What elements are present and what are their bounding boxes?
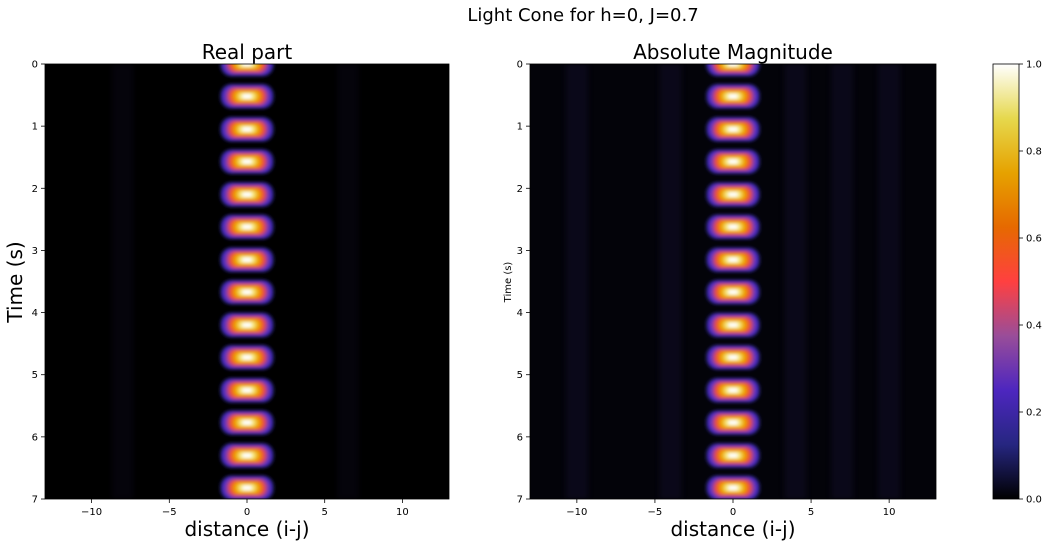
y-tick-label: 4 [517, 308, 523, 319]
light-cone-blob [705, 181, 761, 208]
y-tick-label: 1 [517, 122, 523, 133]
light-cone-blob [705, 475, 761, 499]
light-cone-blob [219, 148, 275, 175]
light-cone-blob [705, 214, 761, 240]
y-tick-label: 6 [517, 432, 523, 443]
light-cone-blob [219, 312, 275, 338]
y-tick-label: 5 [32, 370, 38, 381]
colorbar: 0.0 0.2 0.4 0.6 0.8 1.0 [992, 60, 1042, 506]
light-cone-blob [705, 442, 761, 469]
faint-stripe [565, 64, 588, 499]
x-axis-label-real: distance (i-j) [184, 517, 309, 541]
colorbar-tick-label: 0.6 [1026, 234, 1042, 245]
colorbar-tick-label: 1.0 [1026, 60, 1042, 71]
heatmap-panel-magnitude: Absolute Magnitude −10 −5 0 5 10 0 1 2 3 4 5 6 7 dis… [503, 40, 937, 541]
panel-title-magnitude: Absolute Magnitude [633, 40, 833, 64]
light-cone-blob [705, 83, 761, 110]
x-tick-label: −10 [81, 507, 102, 518]
x-tick-label: 0 [730, 507, 736, 518]
faint-stripes-real [111, 64, 359, 499]
light-cone-blob [705, 247, 761, 273]
colorbar-tick-label: 0.2 [1026, 408, 1042, 419]
x-tick-label: −5 [648, 507, 663, 518]
x-tick-label: 5 [808, 507, 814, 518]
light-cone-blob [219, 409, 275, 436]
colorbar-ticks: 0.0 0.2 0.4 0.6 0.8 1.0 [1019, 60, 1042, 506]
x-tick-label: 5 [322, 507, 328, 518]
axes-magnitude: −10 −5 0 5 10 0 1 2 3 4 5 6 7 [517, 60, 937, 518]
light-cone-blob [705, 148, 761, 175]
light-cone-blob [219, 377, 275, 403]
y-tick-label: 0 [32, 60, 38, 71]
light-cone-blob [219, 344, 275, 371]
y-tick-label: 3 [517, 246, 523, 257]
light-cone-blob [705, 344, 761, 371]
light-cone-blob [705, 377, 761, 403]
light-cone-blob [219, 442, 275, 469]
x-tick-label: 10 [396, 507, 409, 518]
y-tick-label: 4 [32, 308, 38, 319]
x-tick-label: −5 [162, 507, 177, 518]
panel-title-real: Real part [202, 40, 293, 64]
light-cone-blob [705, 279, 761, 305]
y-tick-label: 3 [32, 246, 38, 257]
y-axis-label-real: Time (s) [3, 241, 27, 323]
y-tick-label: 5 [517, 370, 523, 381]
x-tick-label: 0 [244, 507, 250, 518]
light-cone-blob [219, 64, 275, 77]
faint-stripe [831, 64, 854, 499]
x-tick-label: 10 [883, 507, 896, 518]
colorbar-gradient [992, 63, 1020, 500]
light-cone-blob [219, 247, 275, 273]
colorbar-tick-label: 0.0 [1026, 495, 1042, 506]
light-cone-blob [219, 116, 275, 142]
y-tick-label: 0 [517, 60, 523, 71]
colorbar-tick-label: 0.8 [1026, 147, 1042, 158]
y-tick-label: 7 [32, 495, 38, 506]
y-tick-label: 2 [517, 184, 523, 195]
figure-suptitle: Light Cone for h=0, J=0.7 [467, 5, 698, 26]
y-tick-label: 2 [32, 184, 38, 195]
faint-stripe [878, 64, 901, 499]
heatmap-panel-real: Real part −10 −5 0 5 10 0 1 2 3 4 5 6 7 distance (i-… [3, 40, 450, 541]
faint-stripe [111, 64, 134, 499]
blob-series-magnitude [705, 64, 761, 499]
x-axis-label-magnitude: distance (i-j) [670, 517, 795, 541]
y-axis-label-magnitude: Time (s) [503, 262, 514, 304]
light-cone-blob [219, 83, 275, 110]
light-cone-blob [705, 409, 761, 436]
y-tick-label: 6 [32, 432, 38, 443]
y-tick-label: 7 [517, 495, 523, 506]
light-cone-blob [705, 64, 761, 77]
light-cone-blob [219, 475, 275, 499]
faint-stripe [337, 64, 359, 499]
colorbar-tick-label: 0.4 [1026, 321, 1042, 332]
axes-real: −10 −5 0 5 10 0 1 2 3 4 5 6 7 [32, 60, 450, 518]
y-tick-label: 1 [32, 122, 38, 133]
faint-stripes-magnitude [565, 64, 901, 499]
light-cone-blob [705, 116, 761, 142]
faint-stripe [659, 64, 682, 499]
light-cone-blob [705, 312, 761, 338]
blob-series-real [219, 64, 275, 499]
light-cone-blob [219, 214, 275, 240]
light-cone-blob [219, 181, 275, 208]
faint-stripe [784, 64, 807, 499]
light-cone-blob [219, 279, 275, 305]
x-tick-label: −10 [566, 507, 587, 518]
